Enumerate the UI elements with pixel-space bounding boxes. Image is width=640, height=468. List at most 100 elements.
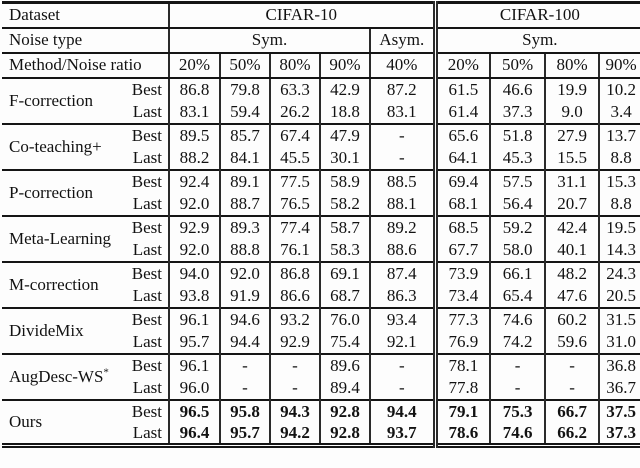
value-cell: 37.3 (598, 422, 640, 446)
value-cell: - (544, 352, 600, 377)
results-body: F-correction Best 86.8 79.8 63.3 42.9 87.2 61.5… (2, 76, 640, 446)
value-cell: 95.7 (219, 422, 271, 446)
value-cell: 15.3 (598, 168, 640, 193)
value-cell: 67.7 (432, 238, 491, 262)
value-cell: 92.0 (219, 260, 271, 285)
header-method-label: Method/Noise ratio (2, 52, 170, 79)
value-cell: 77.8 (432, 376, 491, 400)
value-cell: 84.1 (219, 146, 271, 170)
value-cell: 26.2 (269, 100, 321, 124)
value-cell: 86.8 (269, 260, 321, 285)
value-cell: 77.4 (269, 214, 321, 239)
value-cell: 87.4 (369, 260, 436, 285)
table-row: F-correction Best 86.8 79.8 63.3 42.9 87.2 61.5… (2, 76, 640, 124)
value-cell: 96.5 (168, 398, 221, 423)
header-ratio: 50% (489, 52, 546, 79)
value-cell: 27.9 (544, 122, 600, 147)
value-cell: 88.1 (369, 192, 436, 216)
value-cell: 24.3 (598, 260, 640, 285)
method-name: Co-teaching+ (2, 122, 118, 170)
value-cell: - (269, 352, 321, 377)
value-cell: 96.1 (168, 306, 221, 331)
table-row: Last 93.8 91.9 86.6 68.7 86.3 73.4 65.4 47.6 20.5 (2, 284, 640, 308)
best-row-label: Best (118, 260, 170, 285)
value-cell: 47.6 (544, 284, 600, 308)
header-ratio: 80% (269, 52, 321, 79)
value-cell: 58.0 (489, 238, 546, 262)
header-ratio: 40% (369, 52, 436, 79)
table-row: Last 92.0 88.7 76.5 58.2 88.1 68.1 56.4 20.7 8.8 (2, 192, 640, 216)
value-cell: 95.8 (219, 398, 271, 423)
value-cell: 74.6 (489, 306, 546, 331)
method-name: Ours (2, 398, 118, 446)
value-cell: 37.5 (598, 398, 640, 423)
header-dataset-label: Dataset (2, 2, 170, 29)
value-cell: 83.1 (369, 100, 436, 124)
table-row: Last 88.2 84.1 45.5 30.1-64.1 45.3 15.5 8.8 (2, 146, 640, 170)
value-cell: 93.4 (369, 306, 436, 331)
value-cell: 68.5 (432, 214, 491, 239)
table-row: Co-teaching+ Best 89.5 85.7 67.4 47.9-65.6 51.… (2, 122, 640, 170)
value-cell: 48.2 (544, 260, 600, 285)
header-asym-label: Asym. (369, 27, 436, 54)
value-cell: 68.7 (319, 284, 371, 308)
last-row-label: Last (132, 193, 163, 213)
value-cell: 94.6 (219, 306, 271, 331)
value-cell: - (219, 352, 271, 377)
header-ratio: 20% (432, 52, 491, 79)
value-cell: 63.3 (269, 76, 321, 101)
table-row: P-correction Best 92.4 89.1 77.5 58.9 88.5 69.4… (2, 168, 640, 216)
method-superscript: * (103, 365, 109, 378)
table-row: Last 96.4 95.7 94.2 92.8 93.7 78.6 74.6 66.2 37.3 (2, 422, 640, 446)
best-row-label: Best (118, 398, 170, 423)
value-cell: 58.9 (319, 168, 371, 193)
value-cell: 74.6 (489, 422, 546, 446)
method-name: F-correction (2, 76, 118, 124)
value-cell: 20.5 (598, 284, 640, 308)
header-row-noise-type: Noise type Sym. Asym. Sym. (2, 27, 640, 54)
value-cell: 8.8 (598, 192, 640, 216)
header-ratio: 50% (219, 52, 271, 79)
value-cell: - (369, 122, 436, 147)
value-cell: 94.4 (369, 398, 436, 423)
header-noise-type-label: Noise type (2, 27, 170, 54)
method-name: DivideMix (2, 306, 118, 354)
table-row: Last 92.0 88.8 76.1 58.3 88.6 67.7 58.0 40.1 14.3 (2, 238, 640, 262)
value-cell: 96.1 (168, 352, 221, 377)
value-cell: 91.9 (219, 284, 271, 308)
value-cell: 86.3 (369, 284, 436, 308)
value-cell: 67.4 (269, 122, 321, 147)
value-cell: 10.2 (598, 76, 640, 101)
last-row-label: Last (132, 331, 163, 351)
value-cell: 36.8 (598, 352, 640, 377)
value-cell: 83.1 (168, 100, 221, 124)
value-cell: 86.6 (269, 284, 321, 308)
value-cell: 59.4 (219, 100, 271, 124)
value-cell: 79.8 (219, 76, 271, 101)
value-cell: 19.5 (598, 214, 640, 239)
method-name: Meta-Learning (2, 214, 118, 262)
value-cell: 92.1 (369, 330, 436, 354)
value-cell: 8.8 (598, 146, 640, 170)
value-cell: 46.6 (489, 76, 546, 101)
value-cell: 93.2 (269, 306, 321, 331)
value-cell: 51.8 (489, 122, 546, 147)
value-cell: 9.0 (544, 100, 600, 124)
value-cell: 15.5 (544, 146, 600, 170)
value-cell: 94.2 (269, 422, 321, 446)
value-cell: 58.7 (319, 214, 371, 239)
table-row: Meta-Learning Best 92.9 89.3 77.4 58.7 89.2 68.… (2, 214, 640, 262)
value-cell: 87.2 (369, 76, 436, 101)
header-ratio: 20% (168, 52, 221, 79)
value-cell: 96.0 (168, 376, 221, 400)
value-cell: 96.4 (168, 422, 221, 446)
table-row: Ours Best 96.5 95.8 94.3 92.8 94.4 79.1 75.3 66.7… (2, 398, 640, 446)
header-ratio: 80% (544, 52, 600, 79)
header-cifar10-label: CIFAR-10 (168, 2, 436, 29)
value-cell: 88.5 (369, 168, 436, 193)
value-cell: 65.4 (489, 284, 546, 308)
best-row-label: Best (118, 76, 170, 101)
value-cell: 69.4 (432, 168, 491, 193)
value-cell: 36.7 (598, 376, 640, 400)
